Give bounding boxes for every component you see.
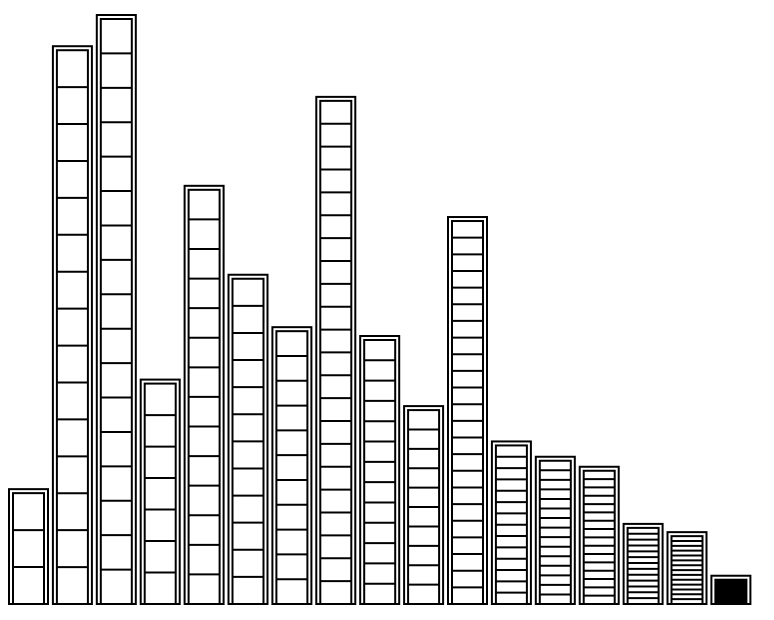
bar-inner-frame	[143, 382, 177, 605]
bars-group	[8, 14, 752, 606]
bar-15	[622, 522, 664, 605]
bar-16	[666, 531, 708, 606]
bar-8	[315, 95, 357, 605]
bar-6	[227, 273, 269, 605]
bar-inner-frame	[451, 220, 484, 605]
bar-12	[490, 440, 532, 605]
bar-inner-frame	[363, 339, 397, 605]
bar-9	[359, 335, 401, 605]
bar-4	[139, 378, 181, 605]
bar-10	[403, 405, 445, 606]
bar-5	[183, 184, 225, 605]
bar-inner-frame	[12, 492, 45, 605]
bar-7	[271, 326, 313, 605]
bar-inner-frame	[99, 18, 133, 605]
bar-inner-frame	[55, 49, 89, 606]
bar-3	[95, 14, 137, 605]
bar-13	[534, 455, 576, 605]
bar-14	[578, 465, 620, 605]
bar-11	[447, 216, 488, 605]
bar-1	[8, 488, 49, 605]
bar-inner-frame	[538, 459, 572, 605]
bar-inner-frame	[714, 578, 748, 606]
bar-17	[710, 574, 752, 606]
bar-inner-frame	[275, 330, 309, 605]
bar-2	[51, 45, 93, 606]
